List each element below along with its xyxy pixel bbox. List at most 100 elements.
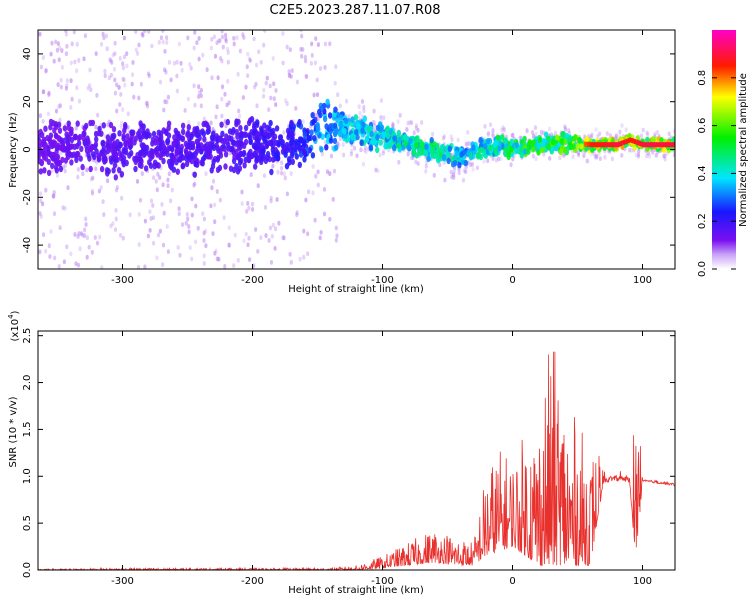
spectrogram-band-blob: [170, 161, 174, 167]
spectrogram-scatter-blob: [39, 198, 42, 203]
spectrogram-band-blob: [106, 134, 110, 140]
spectrogram-scatter-blob: [206, 67, 209, 72]
spectrogram-band-blob: [144, 165, 148, 171]
spectrogram-scatter-blob: [417, 128, 420, 133]
spectrogram-scatter-blob: [577, 153, 580, 158]
spectrogram-band-blob: [241, 151, 245, 157]
spectrogram-scatter-blob: [532, 154, 535, 159]
spectrogram-band-blob: [153, 160, 157, 166]
spectrogram-scatter-blob: [269, 96, 272, 101]
spectrogram-scatter-blob: [379, 115, 382, 120]
spectrogram-scatter-blob: [299, 257, 302, 262]
spectrogram-band-blob: [478, 137, 482, 143]
spectrogram-band-blob: [471, 145, 475, 151]
spectrogram-scatter-blob: [603, 155, 606, 160]
spectrogram-scatter-blob: [50, 41, 53, 46]
spectrogram-scatter-blob: [167, 249, 170, 254]
spectrogram-scatter-blob: [302, 229, 305, 234]
spectrogram-scatter-blob: [634, 153, 637, 158]
spectrogram-scatter-blob: [47, 112, 50, 117]
spectrogram-scatter-blob: [339, 104, 342, 109]
spectrogram-scatter-blob: [572, 154, 575, 159]
spectrogram-band-blob: [198, 130, 202, 136]
spectrogram-scatter-blob: [160, 202, 163, 207]
spectrogram-scatter-blob: [186, 212, 189, 217]
spectrogram-scatter-blob: [120, 121, 123, 126]
spectrogram-band-blob: [271, 156, 275, 162]
spectrogram-scatter-blob: [123, 83, 126, 88]
spectrogram-band-blob: [329, 137, 333, 143]
spectrogram-scatter-blob: [219, 198, 222, 203]
spectrogram-scatter-blob: [221, 84, 224, 89]
spectrogram-band-blob: [253, 163, 257, 169]
spectrogram-scatter-blob: [262, 88, 265, 93]
spectrogram-scatter-blob: [611, 157, 614, 162]
spectrogram-scatter-blob: [431, 132, 434, 137]
spectrogram-band-blob: [573, 134, 577, 140]
spectrogram-scatter-blob: [323, 212, 326, 217]
spectrogram-scatter-blob: [265, 81, 268, 86]
spectrogram-scatter-blob: [316, 92, 319, 97]
spectrogram-scatter-blob: [168, 60, 171, 65]
spectrogram-scatter-blob: [260, 60, 263, 65]
spectrogram-scatter-blob: [223, 264, 226, 269]
spectrogram-scatter-blob: [144, 219, 147, 224]
snr-panel: -300-200-10001000.00.51.01.52.02.5 Heigh…: [7, 310, 675, 596]
spectrogram-scatter-blob: [131, 82, 134, 87]
spectrogram-band-blob: [382, 131, 386, 137]
spectrogram-scatter-blob: [269, 226, 272, 231]
spectrogram-scatter-blob: [642, 128, 645, 133]
spectrogram-band-blob: [52, 127, 56, 133]
spectrogram-scatter-blob: [76, 175, 79, 180]
spectrogram-band-blob: [112, 133, 116, 139]
spectrogram-scatter-blob: [40, 65, 43, 70]
spectrogram-band-blob: [191, 144, 195, 150]
spectrogram-scatter-blob: [119, 56, 122, 61]
spectrogram-scatter-blob: [433, 173, 436, 178]
spectrogram-scatter-blob: [224, 33, 227, 38]
spectrogram-scatter-blob: [281, 31, 284, 36]
spectrogram-scatter-blob: [65, 51, 68, 56]
spectrogram-band-blob: [230, 146, 234, 152]
spectrogram-scatter-blob: [203, 217, 206, 222]
spectrogram-band-blob: [225, 139, 229, 145]
spectrogram-scatter-blob: [266, 76, 269, 81]
spectrogram-band-blob: [211, 159, 215, 165]
spectrogram-scatter-blob: [382, 115, 385, 120]
spectrogram-scatter-blob: [185, 221, 188, 226]
spectrogram-scatter-blob: [328, 41, 331, 46]
spectrogram-band-blob: [317, 109, 321, 115]
spectrogram-band-blob: [59, 166, 63, 172]
spectrogram-scatter-blob: [282, 130, 285, 135]
spectrogram-band-blob: [325, 99, 329, 105]
snr-exponent-label: (x104): [7, 310, 21, 341]
spectrogram-scatter-blob: [113, 78, 116, 83]
spectrogram-scatter-blob: [118, 102, 121, 107]
snr-y-label: SNR (10 * v/v): [8, 396, 19, 467]
spectrogram-scatter-blob: [250, 172, 253, 177]
spectrogram-scatter-blob: [210, 121, 213, 126]
spectrogram-band-blob: [672, 137, 676, 143]
spectrogram-scatter-blob: [111, 221, 114, 226]
spectrogram-band-blob: [569, 144, 573, 150]
spectrogram-band-blob: [56, 160, 60, 166]
spectrogram-band-blob: [102, 122, 106, 128]
spectrogram-scatter-blob: [606, 131, 609, 136]
spectrogram-band-blob: [464, 160, 468, 166]
spectrogram-scatter-blob: [464, 142, 467, 147]
spectrogram-band-blob: [291, 159, 295, 165]
spectrogram-scatter-blob: [186, 36, 189, 41]
spectrogram-scatter-blob: [91, 250, 94, 255]
spectrogram-scatter-blob: [510, 162, 513, 167]
spectrogram-scatter-blob: [96, 241, 99, 246]
spectrogram-scatter-blob: [242, 239, 245, 244]
spectrogram-scatter-blob: [232, 263, 235, 268]
spectrogram-scatter-blob: [94, 125, 97, 130]
spectrogram-scatter-blob: [256, 249, 259, 254]
spectrogram-band-blob: [279, 134, 283, 140]
spectrogram-band-blob: [244, 139, 248, 145]
spectrogram-scatter-blob: [598, 131, 601, 136]
spectrogram-panel: -300-200-1000100-40-2002040 Height of st…: [8, 14, 677, 295]
colorbar-label: Normalized spectral amplitude: [738, 73, 749, 227]
spectrogram-scatter-blob: [268, 238, 271, 243]
